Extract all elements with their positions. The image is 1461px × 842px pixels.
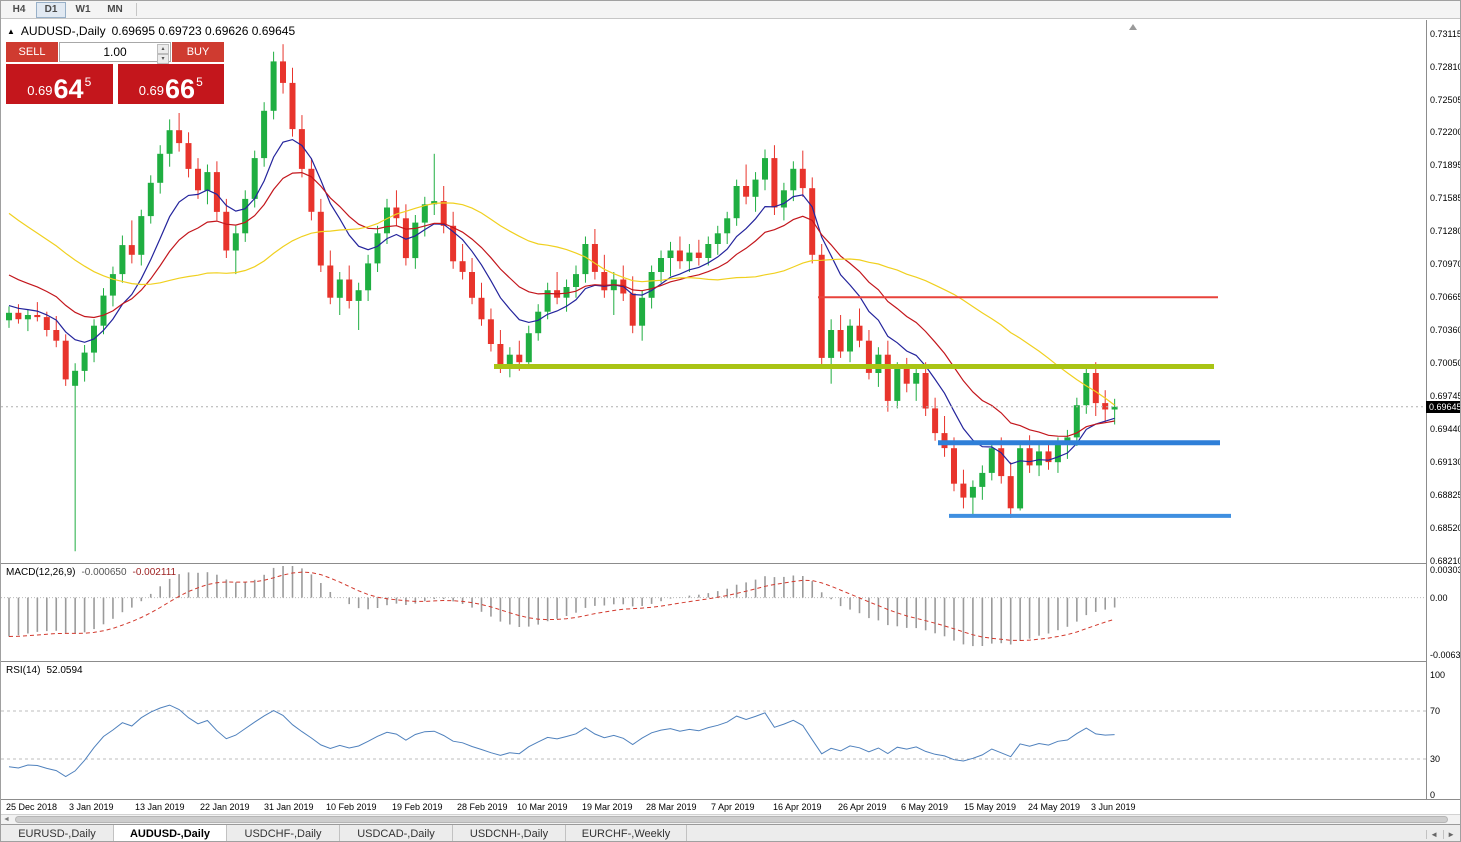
- tab-usdcad-daily[interactable]: USDCAD-,Daily: [340, 825, 453, 841]
- timeframe-button-w1[interactable]: W1: [75, 4, 91, 15]
- scrollbar-thumb[interactable]: [15, 816, 1448, 823]
- date-axis-label: 15 May 2019: [964, 802, 1017, 812]
- price-axis-label: 0.71895: [1430, 160, 1461, 170]
- price-axis-label: 0.72505: [1430, 95, 1461, 105]
- price-axis-label: 0.68520: [1430, 523, 1461, 533]
- buy-button[interactable]: BUY: [172, 42, 224, 62]
- rsi-scale-100: 100: [1430, 670, 1446, 680]
- buy-price-prefix: 0.69: [138, 83, 165, 98]
- rsi-panel-canvas[interactable]: [1, 662, 1426, 799]
- price-axis-label: 0.71585: [1430, 193, 1461, 203]
- panel-separator-rsi[interactable]: [1, 661, 1460, 662]
- sell-price-big: 64: [53, 74, 84, 105]
- price-axis-label: 0.72200: [1430, 127, 1461, 137]
- date-axis-label: 31 Jan 2019: [264, 802, 314, 812]
- timeframe-toolbar: H4 D1 W1 MN: [1, 1, 1460, 19]
- date-axis-label: 22 Jan 2019: [200, 802, 250, 812]
- sell-price-pipette: 5: [84, 75, 92, 89]
- volume-value[interactable]: 1.00: [103, 45, 127, 59]
- volume-field[interactable]: 1.00 ▴ ▾: [59, 42, 171, 64]
- timeframe-button-h4[interactable]: H4: [12, 4, 26, 15]
- tab-eurchf-weekly[interactable]: EURCHF-,Weekly: [566, 825, 687, 841]
- macd-signal-value: -0.002111: [132, 567, 177, 578]
- price-axis-label: 0.70970: [1430, 259, 1461, 269]
- volume-increase-icon[interactable]: ▴: [157, 44, 169, 54]
- buy-price-button[interactable]: 0.69 66 5: [117, 64, 224, 105]
- date-axis-label: 28 Feb 2019: [457, 802, 508, 812]
- date-axis-label: 25 Dec 2018: [6, 802, 58, 812]
- timeframe-button-mn[interactable]: MN: [107, 4, 123, 15]
- sell-price-prefix: 0.69: [27, 83, 53, 98]
- tab-usdchf-daily[interactable]: USDCHF-,Daily: [227, 825, 340, 841]
- macd-scale-top: 0.003035: [1430, 565, 1460, 575]
- chart-title-row: ▲ AUDUSD-,Daily 0.69695 0.69723 0.69626 …: [7, 24, 295, 38]
- date-axis-label: 26 Apr 2019: [838, 802, 887, 812]
- macd-main-value: -0.000650: [81, 567, 127, 578]
- rsi-name: RSI(14): [6, 665, 41, 676]
- date-axis-label: 7 Apr 2019: [711, 802, 755, 812]
- tab-scroll-right-icon[interactable]: ►: [1443, 829, 1458, 839]
- tab-audusd-daily[interactable]: AUDUSD-,Daily: [114, 825, 227, 841]
- price-axis-label: 0.70050: [1430, 358, 1461, 368]
- tab-usdcnh-daily[interactable]: USDCNH-,Daily: [453, 825, 566, 841]
- chart-shift-marker-icon[interactable]: [1129, 24, 1137, 30]
- rsi-scale-0: 0: [1430, 790, 1436, 800]
- price-axis-label: 0.68825: [1430, 490, 1461, 500]
- date-axis-label: 3 Jun 2019: [1091, 802, 1136, 812]
- macd-name: MACD(12,26,9): [6, 567, 76, 578]
- one-click-trade-panel: SELL 1.00 ▴ ▾ BUY 0.69 64 5 0.69 66 5: [6, 42, 224, 104]
- price-axis-label: 0.69745: [1430, 391, 1461, 401]
- rsi-value: 52.0594: [46, 665, 83, 676]
- tab-scroll-arrows: ◄ ►: [1426, 825, 1460, 841]
- date-axis-label: 6 May 2019: [901, 802, 949, 812]
- main-chart-canvas[interactable]: [1, 20, 1426, 563]
- volume-decrease-icon[interactable]: ▾: [157, 54, 169, 64]
- price-axis-label: 0.70360: [1430, 325, 1461, 335]
- rsi-label-row: RSI(14) 52.0594: [6, 665, 83, 676]
- date-axis-label: 24 May 2019: [1028, 802, 1081, 812]
- volume-spinner: ▴ ▾: [157, 44, 169, 64]
- sell-price-button[interactable]: 0.69 64 5: [6, 64, 113, 104]
- tab-scroll-left-icon[interactable]: ◄: [1426, 829, 1441, 839]
- price-axis-label: 0.70665: [1430, 292, 1461, 302]
- price-axis-label: 0.73115: [1430, 29, 1461, 39]
- buy-price-pipette: 5: [196, 75, 203, 89]
- rsi-scale-70: 70: [1430, 706, 1441, 716]
- macd-panel-canvas[interactable]: [1, 564, 1426, 661]
- date-axis-label: 19 Feb 2019: [392, 802, 443, 812]
- macd-label-row: MACD(12,26,9) -0.000650 -0.002111: [6, 567, 176, 578]
- scrollbar-left-arrow-icon[interactable]: ◄: [3, 816, 10, 823]
- price-axis-label: 0.69440: [1430, 424, 1461, 434]
- macd-scale-bottom: -0.006311: [1430, 650, 1461, 660]
- buy-price-big: 66: [165, 74, 196, 105]
- tab-eurusd-daily[interactable]: EURUSD-,Daily: [1, 825, 114, 841]
- panel-separator-macd[interactable]: [1, 563, 1460, 564]
- price-axis-label: 0.71280: [1430, 226, 1461, 236]
- date-axis-label: 10 Mar 2019: [517, 802, 568, 812]
- current-price-tag: 0.69645: [1426, 401, 1460, 413]
- chart-ohlc-values: 0.69695 0.69723 0.69626 0.69645: [111, 24, 296, 38]
- date-axis-label: 28 Mar 2019: [646, 802, 697, 812]
- date-axis-label: 13 Jan 2019: [135, 802, 185, 812]
- chart-symbol-title: AUDUSD-,Daily: [20, 24, 106, 38]
- price-axis-label: 0.69130: [1430, 457, 1461, 467]
- rsi-scale-30: 30: [1430, 754, 1441, 764]
- date-axis[interactable]: 25 Dec 2018 3 Jan 2019 13 Jan 2019 22 Jan 2…: [1, 800, 1426, 814]
- toolbar-separator: [136, 3, 137, 16]
- date-axis-border: [1, 799, 1460, 800]
- sell-button[interactable]: SELL: [6, 42, 58, 62]
- price-axis-label: 0.72810: [1430, 62, 1461, 72]
- macd-scale-zero: 0.00: [1430, 593, 1448, 603]
- chart-tab-bar: EURUSD-,Daily AUDUSD-,Daily USDCHF-,Dail…: [1, 824, 1460, 841]
- price-axis-label: 0.68210: [1430, 556, 1461, 566]
- date-axis-label: 16 Apr 2019: [773, 802, 822, 812]
- date-axis-label: 10 Feb 2019: [326, 802, 377, 812]
- date-axis-label: 3 Jan 2019: [69, 802, 114, 812]
- horizontal-scrollbar[interactable]: ◄: [1, 814, 1460, 824]
- timeframe-button-d1[interactable]: D1: [36, 1, 66, 18]
- collapse-panel-icon[interactable]: ▲: [7, 26, 15, 36]
- date-axis-label: 19 Mar 2019: [582, 802, 633, 812]
